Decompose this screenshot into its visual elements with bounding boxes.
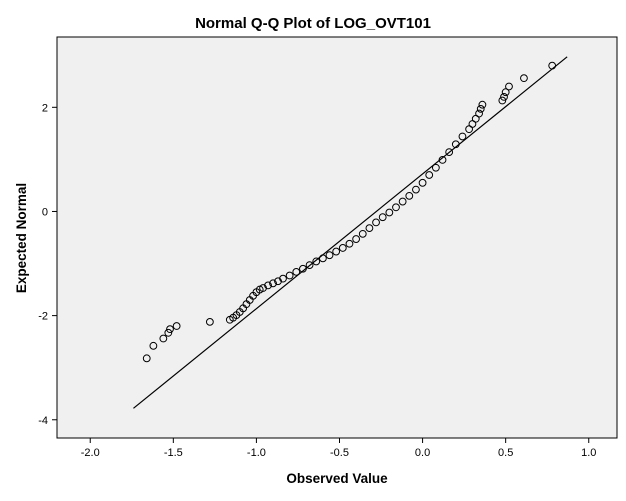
data-point	[451, 140, 460, 149]
data-point	[501, 88, 510, 97]
data-point	[172, 322, 181, 330]
data-point	[478, 100, 487, 109]
data-point	[431, 163, 440, 172]
data-point	[425, 171, 434, 179]
x-tick-label: 0.0	[415, 447, 430, 459]
data-point	[475, 109, 483, 118]
data-point	[405, 191, 414, 200]
data-point	[164, 328, 173, 337]
data-point	[412, 185, 420, 194]
x-tick-label: 1.0	[581, 447, 596, 459]
x-axis-label: Observed Value	[286, 471, 388, 486]
data-point	[458, 132, 467, 141]
data-point	[352, 235, 361, 243]
data-point	[438, 156, 447, 164]
data-point	[205, 317, 214, 326]
data-point	[142, 354, 151, 363]
data-point	[312, 257, 321, 266]
data-point	[418, 178, 427, 187]
x-tick-label: -1.5	[164, 447, 183, 459]
y-tick-label: -4	[38, 415, 48, 427]
data-point	[159, 334, 168, 343]
data-point	[305, 261, 314, 270]
data-point	[264, 281, 272, 290]
chart-title: Normal Q-Q Plot of LOG_OVT101	[195, 15, 431, 32]
y-tick-label: -2	[38, 311, 48, 323]
data-point	[500, 92, 508, 101]
data-point	[392, 203, 400, 212]
data-point	[520, 74, 528, 83]
x-tick-label: 0.5	[498, 447, 513, 459]
y-axis-ticks: -4 -2 0 2	[38, 102, 57, 427]
data-point	[548, 61, 557, 70]
x-tick-label: -1.0	[247, 447, 266, 459]
data-point	[445, 148, 454, 156]
data-point	[338, 244, 347, 252]
y-tick-label: 2	[42, 102, 48, 114]
data-point	[498, 96, 507, 105]
data-point	[149, 341, 158, 350]
data-point	[279, 274, 287, 283]
data-point	[332, 247, 341, 256]
data-point	[372, 218, 380, 227]
data-point	[292, 267, 301, 276]
data-point	[505, 82, 513, 91]
data-point	[385, 208, 394, 217]
data-point	[358, 229, 367, 238]
data-point	[378, 213, 387, 222]
data-point	[285, 271, 294, 280]
x-tick-label: -2.0	[81, 447, 100, 459]
x-tick-label: -0.5	[330, 447, 349, 459]
data-point	[325, 251, 334, 260]
x-axis-ticks: -2.0 -1.5 -1.0 -0.5 0.0 0.5 1.0	[81, 438, 596, 459]
reference-line	[133, 56, 568, 409]
data-point	[345, 239, 354, 248]
data-point	[299, 264, 307, 273]
y-axis-label: Expected Normal	[14, 183, 29, 293]
data-point	[476, 104, 485, 113]
data-points	[142, 61, 557, 363]
data-point	[269, 279, 277, 288]
data-point	[398, 197, 407, 206]
plot-area	[56, 36, 618, 439]
data-point	[318, 254, 327, 263]
y-tick-label: 0	[42, 206, 48, 218]
data-point	[166, 325, 174, 334]
data-point	[365, 224, 374, 233]
